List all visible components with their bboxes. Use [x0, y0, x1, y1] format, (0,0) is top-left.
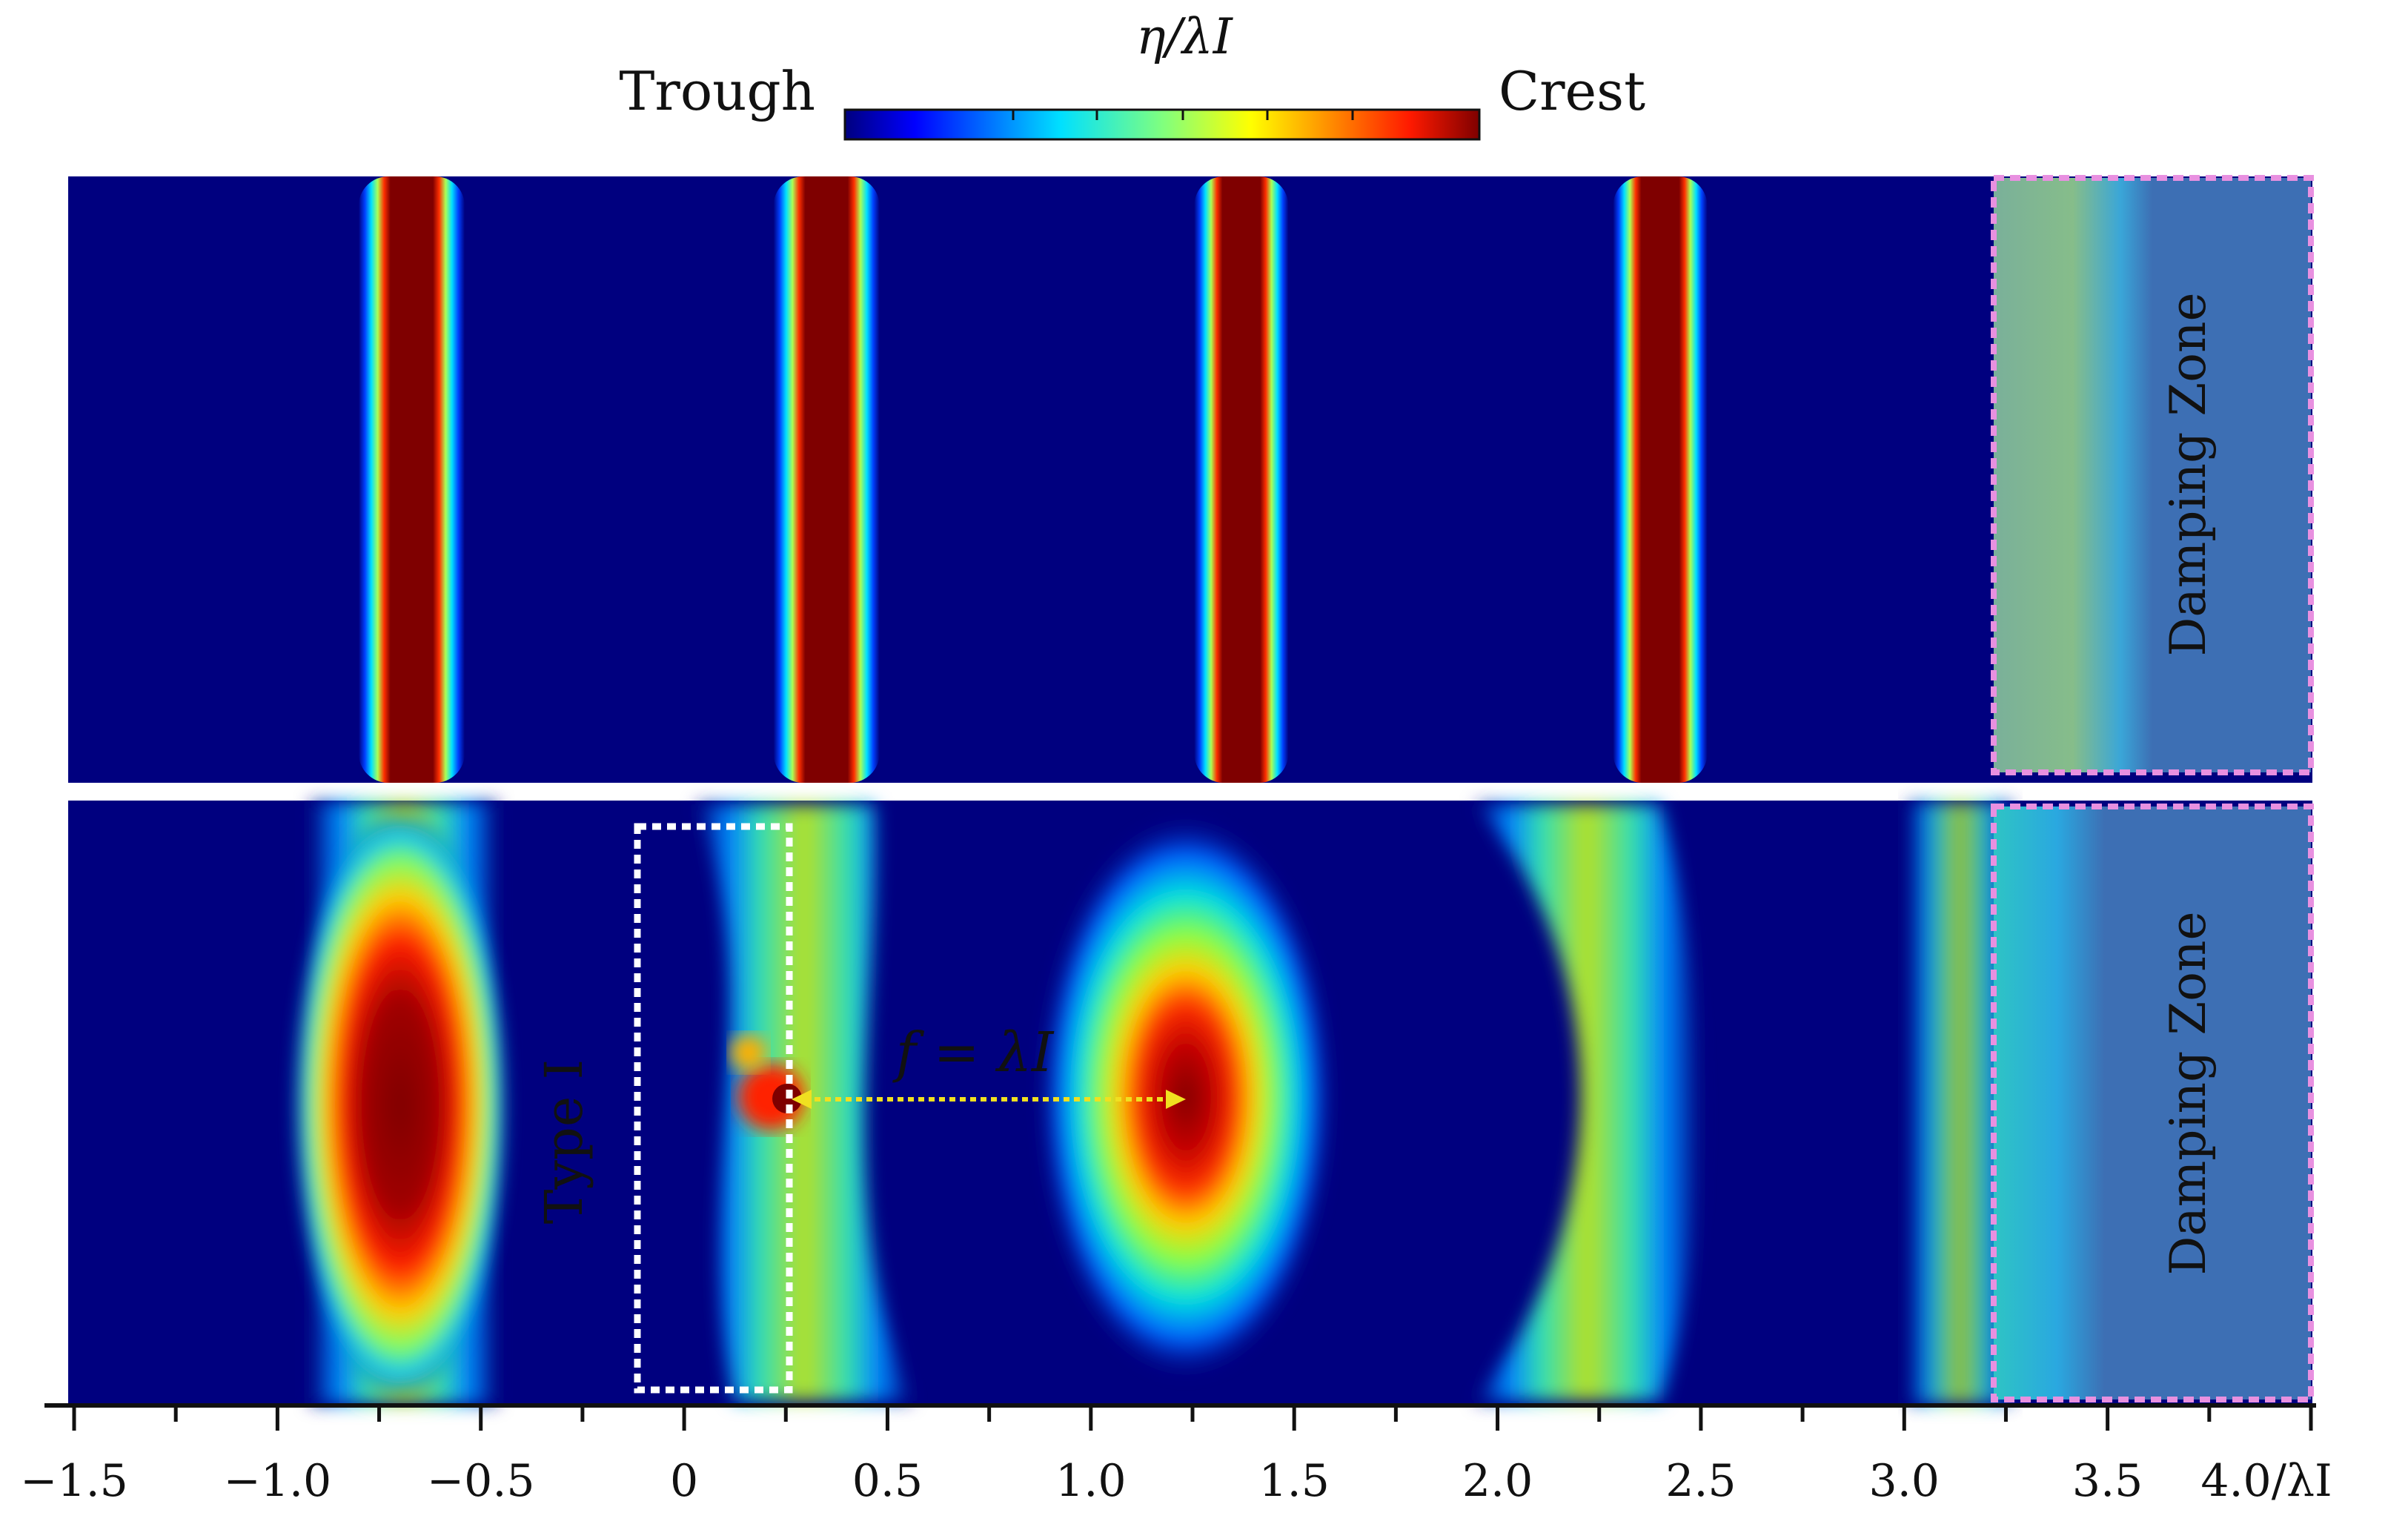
panel-top-damping-zone	[1991, 175, 2314, 775]
focal-label: f = λI	[892, 1021, 1055, 1084]
panel-top-damping-label: Damping Zone	[2160, 292, 2217, 656]
colorbar: η/λI Trough Crest	[619, 8, 1645, 141]
x-tick-label-5: 1.0	[1055, 1455, 1126, 1507]
x-tick-label-2: −0.5	[427, 1455, 535, 1507]
crest-focal-spot	[1038, 815, 1334, 1379]
x-axis: −1.5 −1.0 −0.5 0 0.5 1.0 1.5 2.0 2.5 3.0 3.5 4.0/λI	[20, 1403, 2332, 1507]
panel-bottom-damping-label: Damping Zone	[2160, 911, 2217, 1275]
panel-bottom: Damping Zone Type I f = λI	[68, 801, 2314, 1405]
x-tick-label-6: 1.5	[1258, 1455, 1329, 1507]
x-tick-label-4: 0.5	[852, 1455, 923, 1507]
x-tick-label-8: 2.5	[1665, 1455, 1736, 1507]
crest-concave-2	[1475, 804, 1699, 1401]
x-tick-label-10: 3.5	[2072, 1455, 2143, 1507]
colorbar-ticks	[1012, 110, 1354, 120]
crest-lens	[293, 802, 508, 1404]
focal-arrow	[792, 1090, 1186, 1109]
x-tick-label-11: 4.0/λI	[2200, 1455, 2332, 1507]
colorbar-gradient	[843, 108, 1481, 141]
type-i-region-box	[634, 823, 793, 1394]
panel-bottom-damping-zone	[1991, 804, 2314, 1402]
x-tick-label-0: −1.5	[20, 1455, 128, 1507]
top-crest-4	[1613, 176, 1708, 783]
x-tick-label-3: 0	[670, 1455, 698, 1507]
colorbar-title: η/λI	[1136, 8, 1234, 65]
colorbar-max-label: Crest	[1499, 60, 1645, 122]
type-i-label: Type I	[534, 1059, 594, 1224]
colorbar-min-label: Trough	[619, 60, 815, 122]
panel-top-crests	[358, 176, 1708, 783]
top-crest-3	[1194, 176, 1289, 783]
top-crest-2	[773, 176, 880, 783]
panel-separator	[59, 784, 2327, 796]
top-crest-1	[358, 176, 465, 783]
x-tick-label-1: −1.0	[224, 1455, 332, 1507]
panel-top: Damping Zone	[68, 175, 2314, 783]
x-tick-label-7: 2.0	[1462, 1455, 1533, 1507]
x-tick-label-9: 3.0	[1869, 1455, 1940, 1507]
x-axis-ticks: −1.5 −1.0 −0.5 0 0.5 1.0 1.5 2.0 2.5 3.0 3.5 4.0/λI	[20, 1405, 2332, 1507]
